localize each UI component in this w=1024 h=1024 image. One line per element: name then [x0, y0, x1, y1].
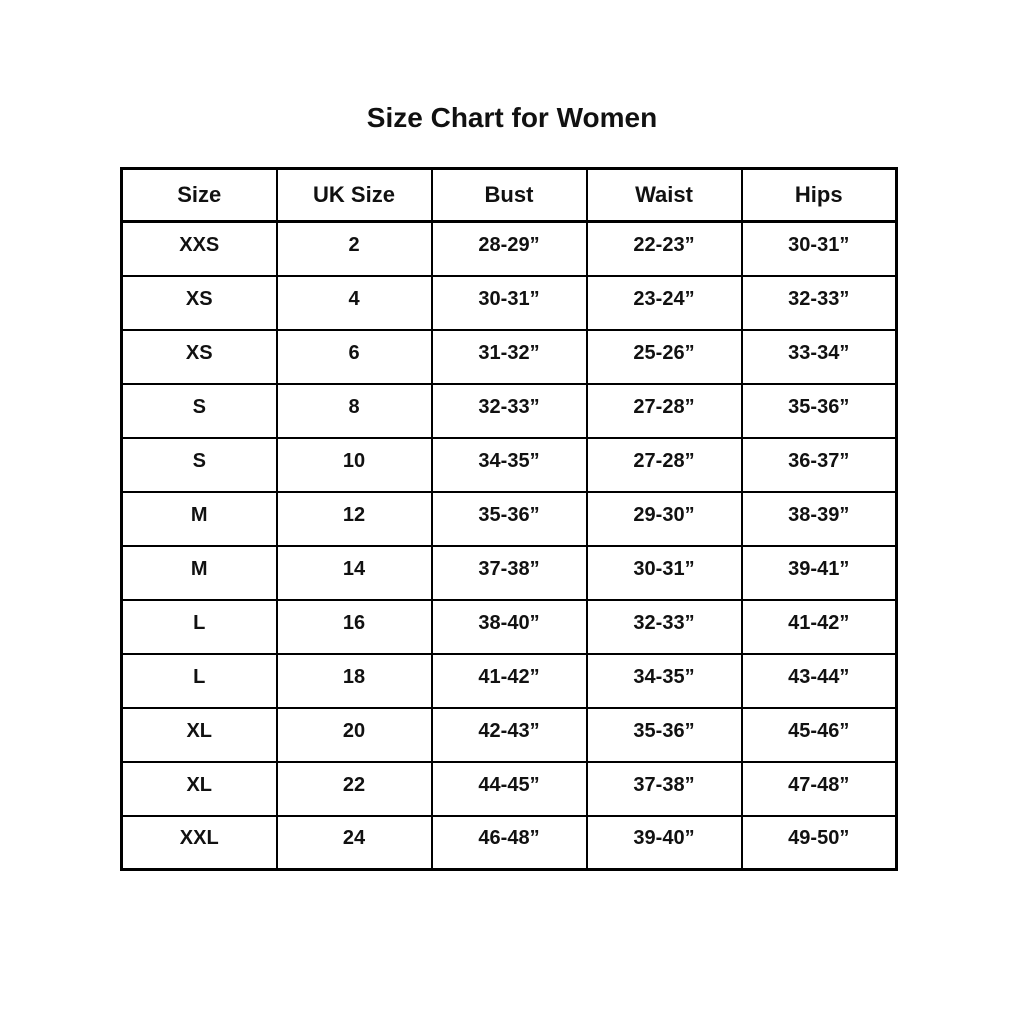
table-cell: 38-40”	[430, 598, 588, 655]
table-cell: 18	[275, 652, 433, 709]
table-cell: 27-28”	[585, 436, 743, 493]
table-cell: 41-42”	[430, 652, 588, 709]
table-row: XS 4 30-31” 23-24” 32-33”	[120, 274, 898, 331]
table-row: XS 6 31-32” 25-26” 33-34”	[120, 328, 898, 385]
table-cell: 30-31”	[430, 274, 588, 331]
table-row: M 14 37-38” 30-31” 39-41”	[120, 544, 898, 601]
table-cell: 36-37”	[740, 436, 898, 493]
table-cell: 25-26”	[585, 328, 743, 385]
column-header: Waist	[585, 167, 743, 223]
column-header: Bust	[430, 167, 588, 223]
table-cell: 38-39”	[740, 490, 898, 547]
table-row: XXL 24 46-48” 39-40” 49-50”	[120, 814, 898, 871]
table-cell: 43-44”	[740, 652, 898, 709]
table-cell: 35-36”	[740, 382, 898, 439]
table-cell: 22-23”	[585, 220, 743, 277]
table-cell: 30-31”	[585, 544, 743, 601]
table-row: L 18 41-42” 34-35” 43-44”	[120, 652, 898, 709]
table-cell: 34-35”	[585, 652, 743, 709]
table-cell: 37-38”	[585, 760, 743, 817]
table-cell: 20	[275, 706, 433, 763]
table-cell: 35-36”	[430, 490, 588, 547]
table-cell: 32-33”	[740, 274, 898, 331]
table-cell: 31-32”	[430, 328, 588, 385]
table-body: XXS 2 28-29” 22-23” 30-31” XS 4 30-31” 23-24” 32-…	[120, 220, 898, 871]
table-header: Size UK Size Bust Waist Hips	[120, 167, 898, 223]
table-cell: 46-48”	[430, 814, 588, 871]
table-cell: 35-36”	[585, 706, 743, 763]
table-cell: 39-40”	[585, 814, 743, 871]
table-row: L 16 38-40” 32-33” 41-42”	[120, 598, 898, 655]
table-cell: 33-34”	[740, 328, 898, 385]
table-cell: XXS	[120, 220, 278, 277]
table-cell: 47-48”	[740, 760, 898, 817]
column-header: UK Size	[275, 167, 433, 223]
table-row: S 10 34-35” 27-28” 36-37”	[120, 436, 898, 493]
table-cell: 24	[275, 814, 433, 871]
table-cell: XS	[120, 328, 278, 385]
table-cell: 39-41”	[740, 544, 898, 601]
table-cell: 44-45”	[430, 760, 588, 817]
column-header: Hips	[740, 167, 898, 223]
table-cell: 41-42”	[740, 598, 898, 655]
table-cell: S	[120, 436, 278, 493]
table-cell: 10	[275, 436, 433, 493]
table-cell: L	[120, 598, 278, 655]
table-cell: 28-29”	[430, 220, 588, 277]
table-cell: M	[120, 490, 278, 547]
table-cell: 37-38”	[430, 544, 588, 601]
table-cell: 49-50”	[740, 814, 898, 871]
size-chart-table: Size UK Size Bust Waist Hips XXS 2 28-29” 22-23…	[120, 167, 898, 871]
table-cell: XS	[120, 274, 278, 331]
table-cell: M	[120, 544, 278, 601]
table-cell: 16	[275, 598, 433, 655]
table-cell: 32-33”	[430, 382, 588, 439]
table-cell: XL	[120, 760, 278, 817]
table-cell: L	[120, 652, 278, 709]
table-cell: 29-30”	[585, 490, 743, 547]
table-row: XL 20 42-43” 35-36” 45-46”	[120, 706, 898, 763]
column-header: Size	[120, 167, 278, 223]
table-cell: 8	[275, 382, 433, 439]
table-cell: XXL	[120, 814, 278, 871]
table-cell: XL	[120, 706, 278, 763]
table-cell: 45-46”	[740, 706, 898, 763]
table-cell: 42-43”	[430, 706, 588, 763]
table-row: M 12 35-36” 29-30” 38-39”	[120, 490, 898, 547]
table-row: XXS 2 28-29” 22-23” 30-31”	[120, 220, 898, 277]
table-cell: 30-31”	[740, 220, 898, 277]
table-cell: S	[120, 382, 278, 439]
table-cell: 34-35”	[430, 436, 588, 493]
table-row: XL 22 44-45” 37-38” 47-48”	[120, 760, 898, 817]
page-title: Size Chart for Women	[366, 102, 658, 133]
table-cell: 22	[275, 760, 433, 817]
table-cell: 14	[275, 544, 433, 601]
table-row: S 8 32-33” 27-28” 35-36”	[120, 382, 898, 439]
table-cell: 23-24”	[585, 274, 743, 331]
table-cell: 27-28”	[585, 382, 743, 439]
table-cell: 32-33”	[585, 598, 743, 655]
table-cell: 2	[275, 220, 433, 277]
table-cell: 12	[275, 490, 433, 547]
table-cell: 4	[275, 274, 433, 331]
header-row: Size UK Size Bust Waist Hips	[120, 167, 898, 223]
table-cell: 6	[275, 328, 433, 385]
